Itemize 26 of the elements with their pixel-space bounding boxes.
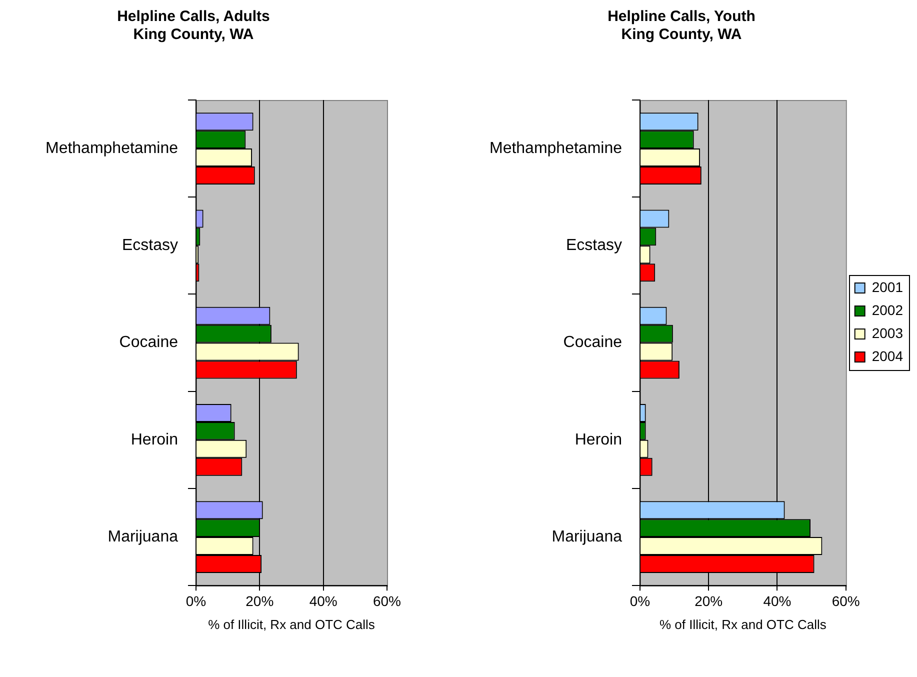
x-tick-label: 20% <box>246 592 274 609</box>
x-tick-label: 20% <box>694 592 723 609</box>
x-tick-label: 0% <box>630 592 650 609</box>
y-tick-label: Methamphetamine <box>489 140 622 157</box>
x-tick-label: 40% <box>309 592 338 609</box>
x-tick-label: 40% <box>763 592 792 609</box>
y-tick-label: Methamphetamine <box>45 140 178 157</box>
y-tick-label: Marijuana <box>552 528 622 546</box>
x-tick-label: 0% <box>186 592 206 609</box>
legend-label: 2001 <box>872 278 904 295</box>
legend-label: 2002 <box>872 302 904 318</box>
chart-title: Helpline Calls, Adults King County, WA <box>117 8 270 44</box>
y-tick-label: Cocaine <box>119 334 178 352</box>
chart-title: Helpline Calls, Youth King County, WA <box>608 8 756 44</box>
legend-label: 2003 <box>872 324 904 341</box>
y-tick-label: Cocaine <box>563 334 622 352</box>
legend-label: 2004 <box>872 348 904 364</box>
x-tick-label: 60% <box>372 592 402 609</box>
x-tick-label: 60% <box>832 592 860 609</box>
x-axis-title: % of Illicit, Rx and OTC Calls <box>208 616 376 632</box>
x-axis-title: % of Illicit, Rx and OTC Calls <box>659 616 827 632</box>
y-tick-label: Heroin <box>574 431 622 448</box>
y-tick-label: Marijuana <box>108 528 178 546</box>
y-tick-label: Ecstasy <box>566 237 622 254</box>
y-tick-label: Ecstasy <box>122 237 178 254</box>
y-tick-label: Heroin <box>130 431 178 448</box>
